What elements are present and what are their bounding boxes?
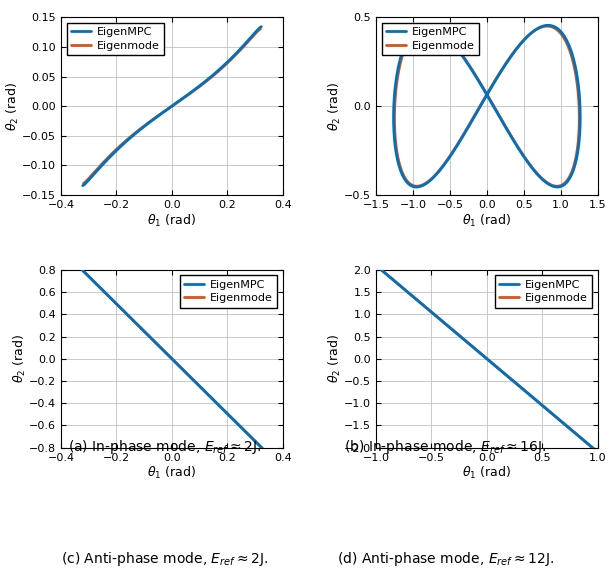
- EigenMPC: [257, 24, 265, 30]
- Eigenmode: [257, 26, 264, 33]
- X-axis label: $\theta_1$ (rad): $\theta_1$ (rad): [462, 466, 511, 482]
- EigenMPC: [217, 65, 224, 72]
- Eigenmode: [222, 409, 229, 416]
- Text: (b) In-phase mode, $E_{ref} \approx 16$J.: (b) In-phase mode, $E_{ref} \approx 16$J…: [344, 439, 547, 456]
- EigenMPC: [392, 146, 400, 153]
- Y-axis label: $\theta_2$ (rad): $\theta_2$ (rad): [326, 82, 343, 131]
- EigenMPC: [239, 44, 246, 51]
- EigenMPC: [399, 284, 406, 291]
- Eigenmode: [470, 344, 478, 351]
- EigenMPC: [158, 345, 165, 352]
- Eigenmode: [517, 147, 524, 154]
- Eigenmode: [202, 389, 209, 395]
- X-axis label: $\theta_1$ (rad): $\theta_1$ (rad): [148, 466, 196, 482]
- Y-axis label: $\theta_2$ (rad): $\theta_2$ (rad): [5, 82, 21, 131]
- EigenMPC: [484, 90, 492, 97]
- EigenMPC: [154, 113, 161, 120]
- Eigenmode: [483, 91, 490, 98]
- Eigenmode: [590, 445, 597, 452]
- Line: Eigenmode: Eigenmode: [82, 270, 262, 448]
- Legend: EigenMPC, Eigenmode: EigenMPC, Eigenmode: [180, 276, 278, 308]
- Eigenmode: [544, 22, 551, 29]
- EigenMPC: [85, 176, 93, 183]
- Eigenmode: [157, 345, 165, 352]
- EigenMPC: [547, 409, 554, 416]
- Text: (d) Anti-phase mode, $E_{ref} \approx 12$J.: (d) Anti-phase mode, $E_{ref} \approx 12…: [337, 550, 554, 568]
- X-axis label: $\theta_1$ (rad): $\theta_1$ (rad): [462, 213, 511, 229]
- Eigenmode: [96, 284, 104, 291]
- Eigenmode: [523, 389, 530, 395]
- Eigenmode: [377, 266, 384, 273]
- Eigenmode: [535, 172, 542, 179]
- EigenMPC: [257, 24, 265, 30]
- Eigenmode: [86, 174, 93, 181]
- Eigenmode: [78, 266, 85, 273]
- Eigenmode: [152, 114, 160, 121]
- Eigenmode: [234, 49, 242, 56]
- X-axis label: $\theta_1$ (rad): $\theta_1$ (rad): [148, 213, 196, 229]
- Eigenmode: [413, 183, 420, 189]
- EigenMPC: [223, 409, 230, 416]
- EigenMPC: [203, 389, 210, 396]
- EigenMPC: [463, 339, 470, 346]
- Eigenmode: [151, 338, 159, 345]
- Eigenmode: [463, 338, 470, 345]
- EigenMPC: [377, 266, 384, 273]
- Y-axis label: $\theta_2$ (rad): $\theta_2$ (rad): [12, 334, 27, 383]
- EigenMPC: [515, 146, 523, 153]
- Y-axis label: $\theta_2$ (rad): $\theta_2$ (rad): [326, 334, 343, 383]
- Eigenmode: [143, 121, 151, 127]
- Eigenmode: [395, 158, 403, 165]
- Legend: EigenMPC, Eigenmode: EigenMPC, Eigenmode: [495, 276, 592, 308]
- EigenMPC: [395, 160, 402, 167]
- Text: (c) Anti-phase mode, $E_{ref} \approx 2$J.: (c) Anti-phase mode, $E_{ref} \approx 2$…: [61, 550, 268, 568]
- Eigenmode: [215, 67, 223, 74]
- Legend: EigenMPC, Eigenmode: EigenMPC, Eigenmode: [381, 23, 479, 55]
- EigenMPC: [259, 445, 266, 452]
- EigenMPC: [534, 172, 542, 179]
- Legend: EigenMPC, Eigenmode: EigenMPC, Eigenmode: [66, 23, 164, 55]
- Eigenmode: [543, 405, 550, 412]
- Eigenmode: [237, 46, 245, 53]
- EigenMPC: [396, 56, 404, 63]
- Eigenmode: [398, 284, 406, 291]
- EigenMPC: [219, 406, 226, 413]
- EigenMPC: [523, 389, 531, 396]
- Line: EigenMPC: EigenMPC: [381, 269, 594, 449]
- Line: Eigenmode: Eigenmode: [381, 269, 594, 448]
- Eigenmode: [218, 405, 226, 412]
- EigenMPC: [543, 406, 550, 413]
- Line: EigenMPC: EigenMPC: [83, 27, 261, 185]
- EigenMPC: [79, 182, 87, 189]
- Eigenmode: [547, 409, 554, 416]
- Line: EigenMPC: EigenMPC: [393, 25, 580, 187]
- Eigenmode: [392, 144, 400, 150]
- EigenMPC: [544, 22, 551, 29]
- Eigenmode: [259, 445, 266, 452]
- EigenMPC: [151, 339, 159, 346]
- EigenMPC: [590, 445, 597, 452]
- Line: Eigenmode: Eigenmode: [84, 29, 260, 183]
- Line: Eigenmode: Eigenmode: [395, 26, 580, 186]
- EigenMPC: [484, 90, 492, 97]
- Eigenmode: [398, 55, 405, 62]
- Eigenmode: [539, 24, 546, 30]
- EigenMPC: [79, 267, 86, 274]
- Line: EigenMPC: EigenMPC: [82, 270, 262, 448]
- EigenMPC: [235, 46, 243, 53]
- Eigenmode: [483, 91, 490, 98]
- EigenMPC: [471, 345, 478, 352]
- EigenMPC: [97, 285, 104, 292]
- EigenMPC: [540, 22, 547, 29]
- Eigenmode: [80, 180, 87, 187]
- EigenMPC: [554, 184, 561, 191]
- EigenMPC: [145, 120, 152, 127]
- Text: (a) In-phase mode, $E_{ref} \approx 2$J.: (a) In-phase mode, $E_{ref} \approx 2$J.: [68, 439, 262, 456]
